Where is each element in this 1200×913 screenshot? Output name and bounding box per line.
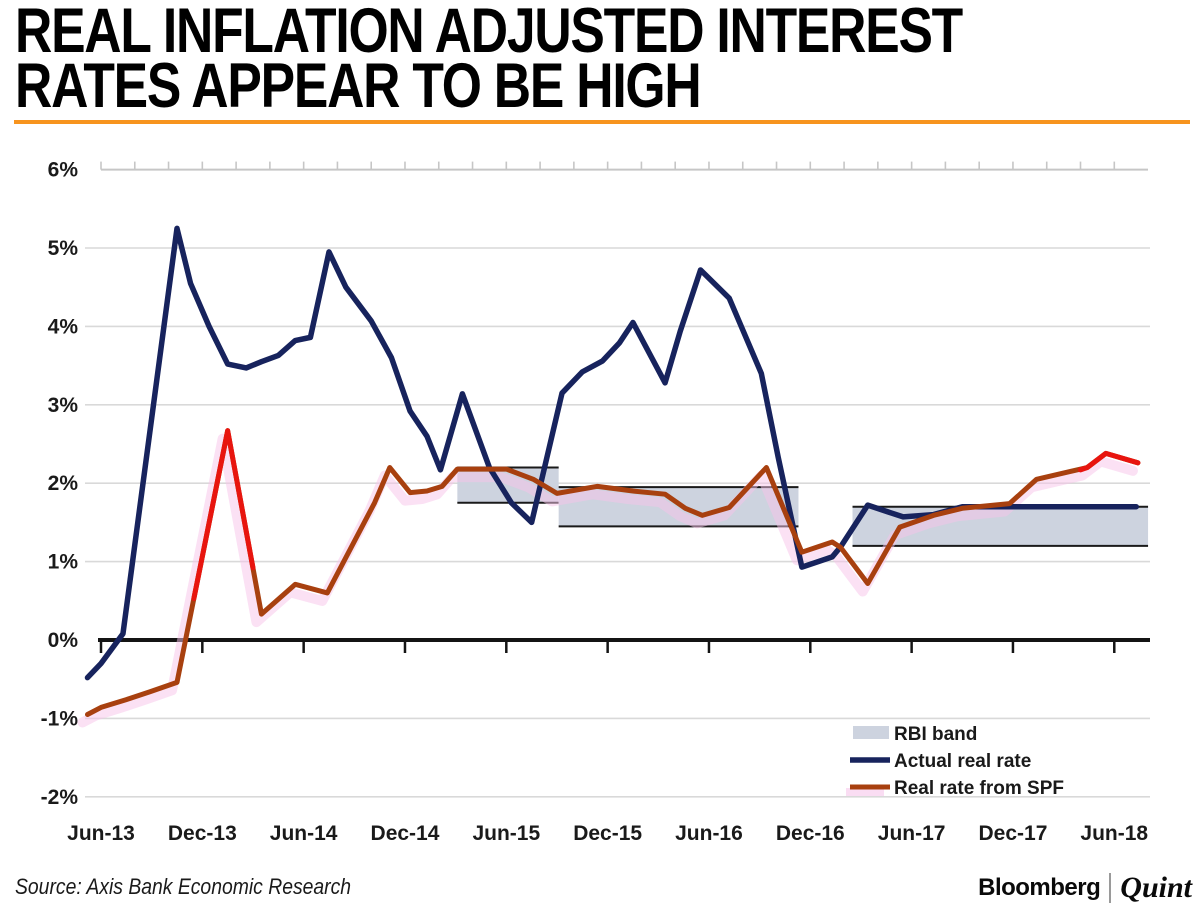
title-accent-rule (14, 120, 1190, 124)
x-tick-label-Dec-15: Dec-15 (573, 822, 642, 845)
y-tick-label-0: 0% (48, 629, 79, 652)
x-tick-label-Jun-16: Jun-16 (675, 822, 743, 845)
actual-real-rate-line (84, 225, 1139, 681)
x-tick-label-Dec-14: Dec-14 (371, 822, 440, 845)
y-tick-label-2: 2% (48, 472, 79, 495)
real-rate-spf-highlight-1 (191, 428, 256, 601)
brand-divider (1109, 873, 1112, 903)
y-tick-label-1: 1% (48, 551, 79, 574)
y-tick-label--2: -2% (41, 786, 79, 809)
legend-label-2: Real rate from SPF (894, 778, 1064, 799)
x-tick-label-Jun-15: Jun-15 (472, 822, 540, 845)
page-title-line1: REAL INFLATION ADJUSTED INTEREST (15, 0, 963, 66)
x-tick-label-Jun-17: Jun-17 (878, 822, 946, 845)
legend-label-0: RBI band (894, 724, 977, 745)
real-rate-spf-line (84, 428, 1141, 717)
x-tick-label-Jun-18: Jun-18 (1080, 822, 1148, 845)
x-tick-label-Dec-17: Dec-17 (979, 822, 1048, 845)
legend-swatch-rbi-band (853, 726, 889, 739)
y-tick-label-6: 6% (48, 159, 79, 182)
brand-quint-wordmark: Quint (1120, 871, 1192, 904)
spf-line-glow (77, 433, 1138, 728)
page-title: REAL INFLATION ADJUSTED INTEREST RATES A… (15, 0, 963, 121)
y-tick-label-3: 3% (48, 394, 79, 417)
legend-label-1: Actual real rate (894, 751, 1031, 772)
x-tick-label-Jun-13: Jun-13 (67, 822, 135, 845)
y-tick-label-5: 5% (48, 237, 79, 260)
x-tick-label-Jun-14: Jun-14 (270, 822, 338, 845)
brand-bloomberg-wordmark: Bloomberg (978, 874, 1101, 901)
x-tick-label-Dec-16: Dec-16 (776, 822, 845, 845)
source-note: Source: Axis Bank Economic Research (15, 874, 352, 899)
page-title-line2: RATES APPEAR TO BE HIGH (15, 51, 702, 121)
y-tick-label-4: 4% (48, 315, 79, 338)
y-tick-label--1: -1% (41, 707, 79, 730)
brand-logo: Bloomberg Quint (978, 868, 1192, 908)
x-tick-label-Dec-13: Dec-13 (168, 822, 237, 845)
real-rate-spf-highlight-2 (1078, 450, 1141, 473)
